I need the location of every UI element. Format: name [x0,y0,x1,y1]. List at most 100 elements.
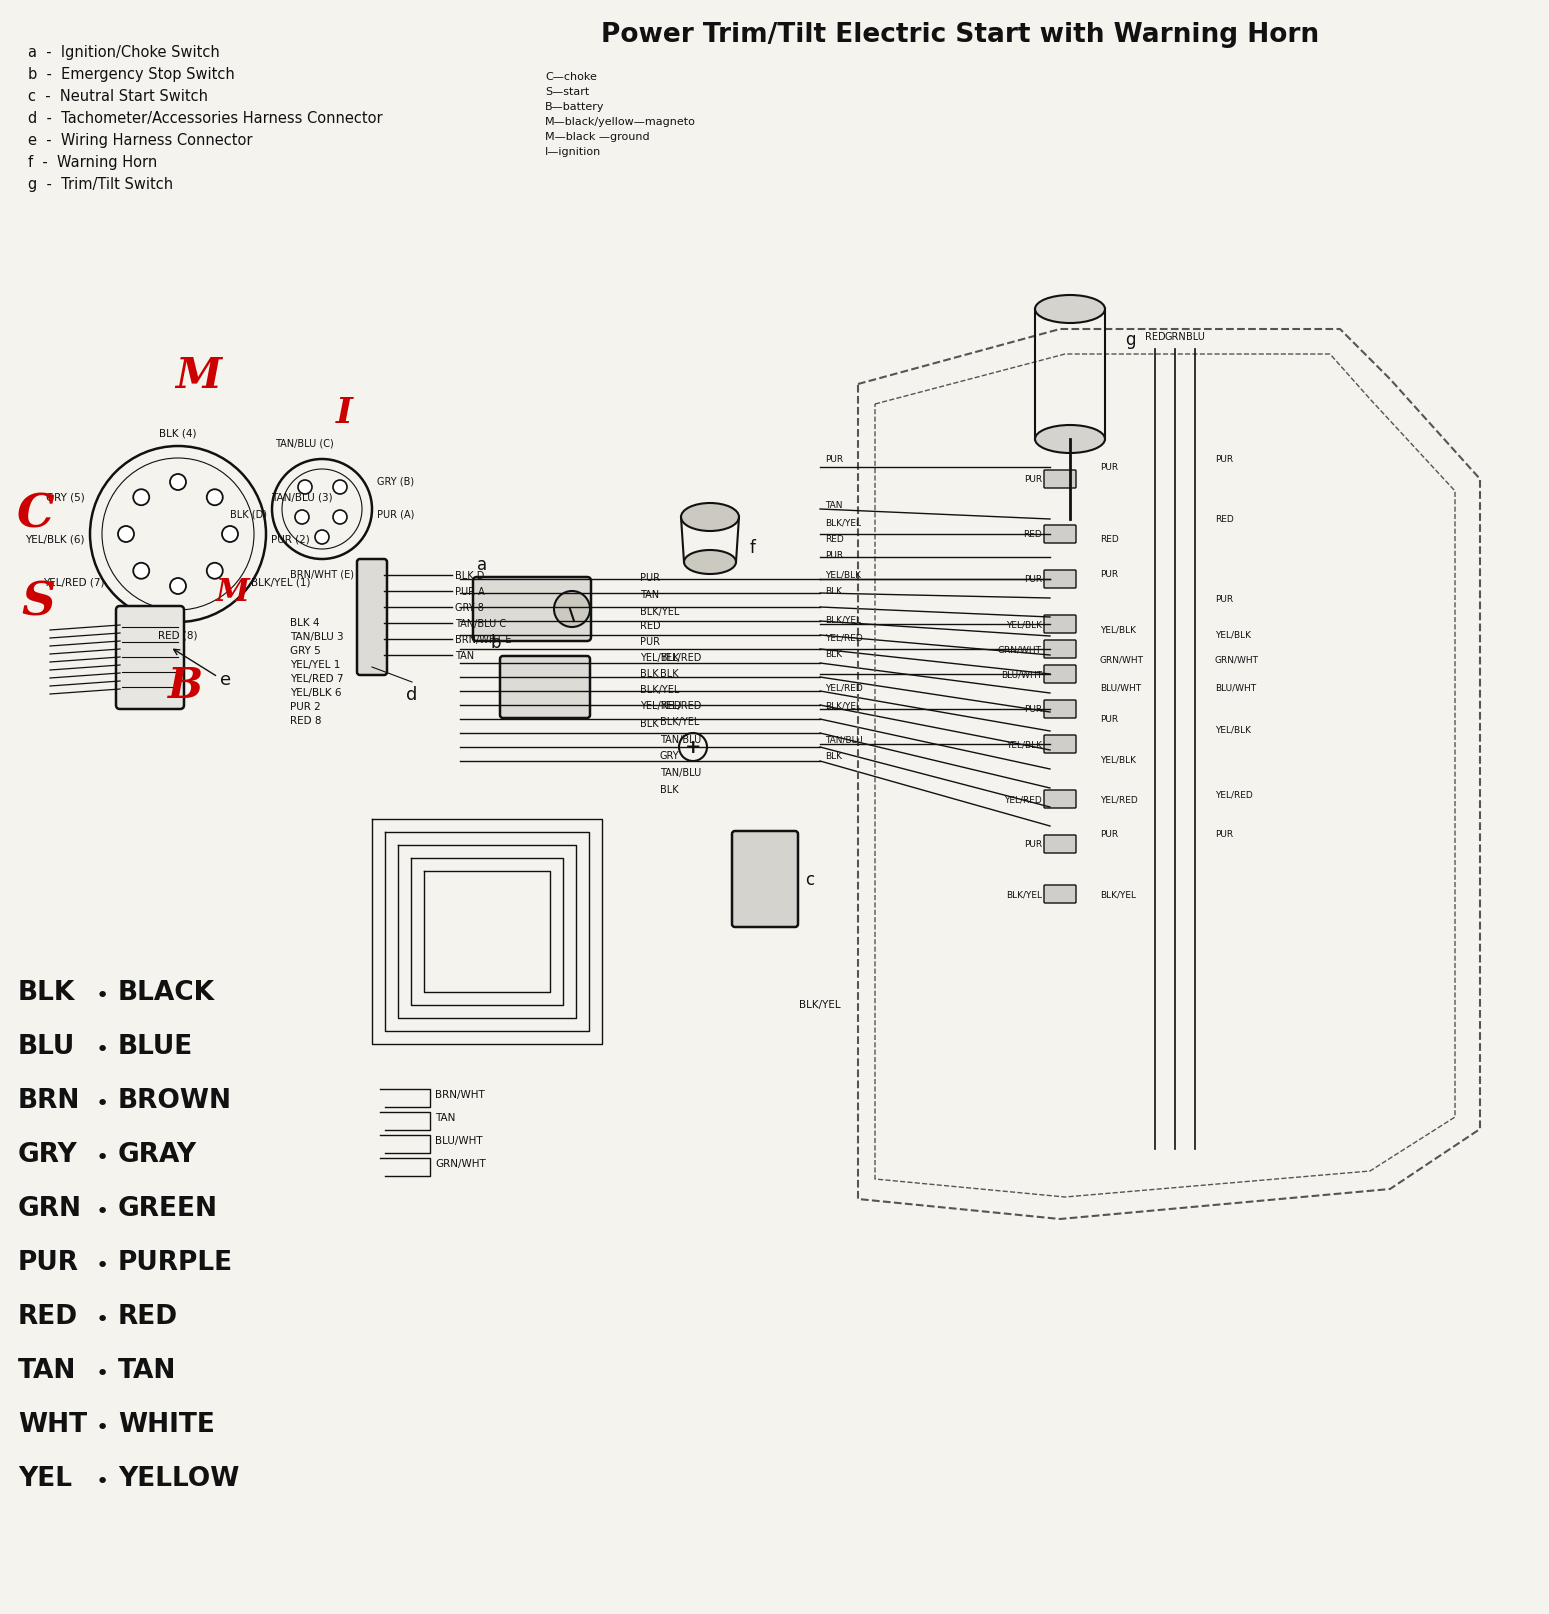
FancyBboxPatch shape [1044,526,1077,544]
Text: S: S [22,579,56,626]
Circle shape [206,563,223,579]
Text: PUR A: PUR A [455,586,485,597]
Text: RED: RED [1145,332,1165,342]
Text: •: • [96,1256,110,1275]
Text: Power Trim/Tilt Electric Start with Warning Horn: Power Trim/Tilt Electric Start with Warn… [601,23,1320,48]
Text: TAN: TAN [640,589,660,600]
Text: YEL/BLK: YEL/BLK [1214,725,1252,734]
Text: BRN: BRN [19,1088,81,1114]
Text: BLK (D): BLK (D) [229,510,266,520]
Text: TAN: TAN [455,650,474,660]
Text: BLK/YEL: BLK/YEL [826,518,861,528]
Circle shape [294,510,308,525]
Text: RED: RED [640,621,660,631]
Text: d: d [406,686,418,704]
Text: YEL/RED: YEL/RED [826,683,863,692]
Text: GRY (B): GRY (B) [376,476,414,487]
Text: +: + [685,738,702,757]
Text: TAN/BLU C: TAN/BLU C [455,618,507,628]
FancyBboxPatch shape [472,578,592,642]
Text: YEL/RED: YEL/RED [660,652,702,663]
Text: YEL/BLK: YEL/BLK [1005,741,1042,749]
Text: BLU/WHT: BLU/WHT [1100,683,1142,692]
Text: •: • [96,1039,110,1059]
Text: PUR: PUR [1024,705,1042,713]
FancyBboxPatch shape [500,657,590,718]
Text: BLK/YEL: BLK/YEL [660,717,700,726]
Text: BLK: BLK [826,752,843,762]
Text: GRN/WHT: GRN/WHT [435,1159,486,1169]
Text: b: b [489,634,500,652]
Text: TAN: TAN [826,500,843,508]
Text: TAN/BLU 3: TAN/BLU 3 [290,631,344,642]
Text: BLK 4: BLK 4 [290,618,319,628]
Text: YEL/BLK: YEL/BLK [1214,629,1252,639]
Text: c: c [805,870,815,888]
Text: M: M [217,578,249,608]
Text: B: B [169,665,203,707]
Text: GRN/WHT: GRN/WHT [998,646,1042,654]
Text: BLK D: BLK D [455,571,485,581]
Text: BLK/YEL: BLK/YEL [799,999,841,1009]
FancyBboxPatch shape [1044,700,1077,718]
Text: BLUE: BLUE [118,1033,194,1059]
Circle shape [118,526,135,542]
Text: RED: RED [19,1302,77,1330]
Text: GRY (5): GRY (5) [46,492,85,502]
FancyBboxPatch shape [1044,886,1077,904]
Text: d  -  Tachometer/Accessories Harness Connector: d - Tachometer/Accessories Harness Conne… [28,111,383,126]
Text: BLK: BLK [640,718,658,728]
Text: YEL/YEL 1: YEL/YEL 1 [290,660,341,670]
Ellipse shape [1035,426,1104,454]
Text: YEL/RED: YEL/RED [826,633,863,642]
Text: BLU/WHT: BLU/WHT [1214,683,1256,692]
Text: C—choke: C—choke [545,73,596,82]
Text: BLK/YEL: BLK/YEL [826,700,861,710]
FancyBboxPatch shape [1044,791,1077,809]
Text: TAN: TAN [118,1357,177,1383]
Text: f  -  Warning Horn: f - Warning Horn [28,155,158,169]
Ellipse shape [682,504,739,531]
Text: f: f [750,539,756,557]
Text: BLK: BLK [660,668,678,678]
Text: e  -  Wiring Harness Connector: e - Wiring Harness Connector [28,132,252,148]
Circle shape [314,531,328,544]
Ellipse shape [685,550,736,575]
Text: PUR: PUR [1100,570,1118,579]
Text: RED: RED [826,536,844,544]
Text: PUR: PUR [1024,575,1042,584]
Text: BLK: BLK [660,784,678,794]
Text: BRN/WHT (E): BRN/WHT (E) [290,570,355,579]
Text: YEL/RED: YEL/RED [1004,796,1042,804]
Text: TAN/BLU: TAN/BLU [660,768,702,778]
Text: PUR: PUR [1100,830,1118,839]
Text: GRN/WHT: GRN/WHT [1214,655,1259,663]
Text: BLK/YEL: BLK/YEL [640,607,680,617]
Circle shape [555,592,590,628]
Text: GRN/WHT: GRN/WHT [1100,655,1145,663]
Text: BLK: BLK [640,668,658,678]
Text: BLK/YEL: BLK/YEL [826,615,861,625]
FancyBboxPatch shape [1044,471,1077,489]
Text: GRN: GRN [1165,332,1187,342]
Text: BLK/YEL: BLK/YEL [1100,889,1135,899]
Text: •: • [96,1093,110,1114]
Text: C: C [15,492,54,537]
Text: M—black/yellow—magneto: M—black/yellow—magneto [545,116,696,128]
Text: YEL/RED: YEL/RED [660,700,702,710]
Text: BLK/YEL: BLK/YEL [640,684,680,694]
Text: •: • [96,986,110,1006]
FancyBboxPatch shape [1044,836,1077,854]
Text: BLU: BLU [1185,332,1205,342]
Text: GREEN: GREEN [118,1196,218,1222]
Circle shape [206,491,223,505]
Text: YEL/RED: YEL/RED [1100,796,1139,804]
Text: YEL/BLK: YEL/BLK [826,570,861,579]
Text: •: • [96,1364,110,1383]
Text: PURPLE: PURPLE [118,1249,234,1275]
Text: BLU: BLU [19,1033,76,1059]
Text: GRY 5: GRY 5 [290,646,321,655]
Text: •: • [96,1148,110,1167]
Text: TAN/BLU (C): TAN/BLU (C) [274,437,333,447]
Text: c  -  Neutral Start Switch: c - Neutral Start Switch [28,89,208,103]
